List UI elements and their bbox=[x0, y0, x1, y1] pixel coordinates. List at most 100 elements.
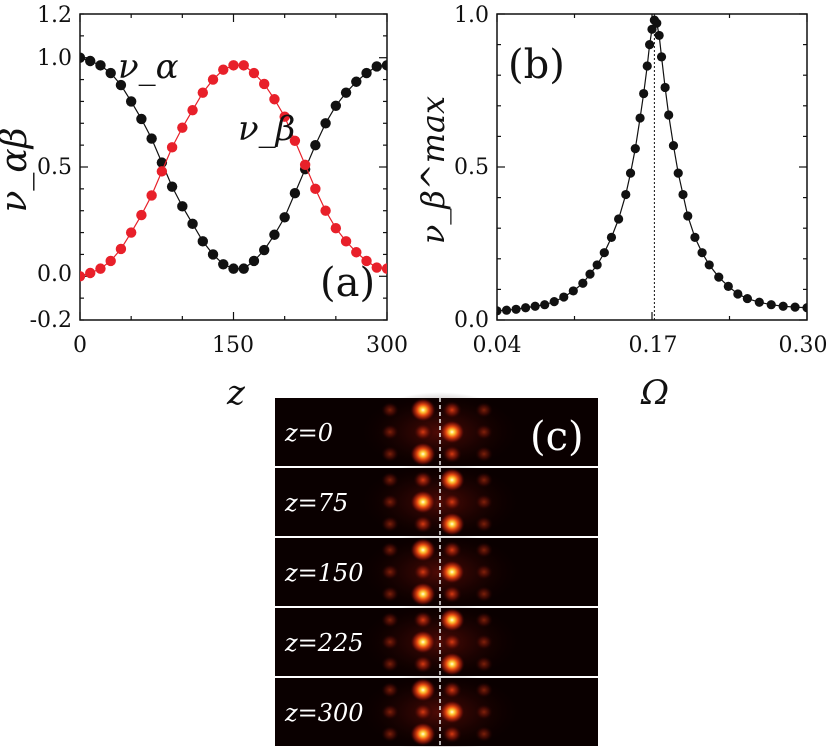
b-xtick-0: 0.04 bbox=[473, 333, 522, 358]
c-side-spot bbox=[381, 586, 399, 602]
a-point-s1-19 bbox=[269, 94, 280, 105]
b-ytick-0: 0.0 bbox=[454, 308, 489, 333]
b-point-44 bbox=[802, 303, 807, 313]
a-point-s0-17 bbox=[248, 255, 260, 267]
a-point-s1-30 bbox=[381, 263, 387, 274]
a-xtick-0: 0 bbox=[73, 333, 87, 358]
c-spot bbox=[410, 538, 436, 562]
c-side-spot bbox=[381, 656, 399, 672]
c-spot bbox=[413, 515, 433, 533]
a-point-s0-6 bbox=[136, 113, 147, 125]
b-point-26 bbox=[656, 52, 667, 62]
b-point-25 bbox=[654, 30, 664, 41]
c-spot bbox=[439, 512, 465, 536]
b-point-4 bbox=[530, 301, 540, 311]
c-spot bbox=[413, 423, 433, 441]
a-ytick-1: 0.0 bbox=[37, 262, 72, 287]
a-point-s0-20 bbox=[279, 212, 290, 223]
c-spot bbox=[442, 585, 462, 603]
b-point-6 bbox=[549, 297, 559, 307]
b-point-1 bbox=[501, 305, 512, 315]
c-spot bbox=[413, 563, 433, 581]
b-point-10 bbox=[585, 269, 595, 279]
b-point-0 bbox=[497, 306, 502, 316]
a-panel-label: (a) bbox=[320, 260, 375, 306]
c-strip-0: z=0 bbox=[275, 392, 598, 472]
b-point-3 bbox=[521, 303, 531, 313]
c-side-spot bbox=[475, 726, 493, 742]
a-series-line-0 bbox=[80, 57, 387, 270]
c-spot bbox=[410, 398, 436, 422]
b-xlabel: Ω bbox=[640, 373, 669, 413]
a-point-s0-12 bbox=[197, 236, 208, 247]
b-point-14 bbox=[614, 214, 624, 224]
a-point-s1-23 bbox=[310, 183, 321, 195]
a-ylabel: ν_αβ bbox=[0, 127, 35, 212]
b-point-18 bbox=[635, 113, 645, 123]
a-point-s0-13 bbox=[207, 249, 219, 260]
a-point-s0-18 bbox=[259, 244, 270, 256]
b-point-27 bbox=[660, 82, 670, 93]
a-point-s0-4 bbox=[115, 79, 127, 91]
b-point-11 bbox=[592, 260, 602, 270]
c-side-spot bbox=[475, 542, 493, 558]
a-point-s1-17 bbox=[248, 67, 260, 79]
c-spot bbox=[410, 678, 436, 702]
c-side-spot bbox=[381, 446, 399, 462]
b-point-31 bbox=[678, 189, 688, 200]
a-point-s1-25 bbox=[330, 223, 342, 234]
c-strip-label-4: z=300 bbox=[284, 699, 364, 727]
a-point-s1-2 bbox=[95, 263, 106, 274]
c-side-spot bbox=[475, 612, 493, 628]
b-point-32 bbox=[683, 211, 693, 221]
a-point-s1-5 bbox=[125, 227, 137, 238]
c-side-spot bbox=[381, 634, 399, 650]
b-point-24 bbox=[652, 18, 662, 28]
a-point-s0-11 bbox=[187, 218, 198, 230]
a-point-s0-1 bbox=[85, 55, 96, 67]
a-ytick-2: 0.5 bbox=[37, 155, 72, 180]
c-side-spot bbox=[475, 516, 493, 532]
c-side-spot bbox=[381, 704, 399, 720]
a-point-s1-24 bbox=[320, 205, 331, 216]
b-xtick-1: 0.17 bbox=[629, 333, 678, 358]
a-point-s1-14 bbox=[218, 64, 229, 75]
a-point-s0-23 bbox=[310, 139, 321, 151]
a-point-s1-29 bbox=[371, 262, 382, 273]
c-spot bbox=[442, 493, 462, 511]
c-spot bbox=[413, 655, 433, 673]
c-side-spot bbox=[475, 402, 493, 418]
a-point-s1-9 bbox=[166, 142, 178, 153]
c-strip-label-0: z=0 bbox=[284, 419, 333, 447]
a-point-s1-18 bbox=[259, 78, 270, 90]
c-spot bbox=[439, 608, 465, 632]
a-point-s0-14 bbox=[218, 259, 229, 270]
a-point-s0-3 bbox=[105, 67, 116, 79]
c-strip-4: z=300 bbox=[275, 672, 598, 747]
c-strip-2: z=150 bbox=[275, 532, 598, 612]
a-annot-alpha: ν_α bbox=[118, 47, 179, 87]
a-point-s0-30 bbox=[381, 60, 387, 71]
c-spot bbox=[439, 420, 465, 444]
b-point-39 bbox=[742, 293, 752, 304]
c-side-spot bbox=[381, 402, 399, 418]
b-point-43 bbox=[790, 302, 800, 312]
c-side-spot bbox=[381, 726, 399, 742]
c-spot bbox=[442, 633, 462, 651]
c-spot bbox=[410, 442, 436, 466]
c-spot bbox=[413, 611, 433, 629]
c-spot bbox=[439, 700, 465, 724]
a-point-s1-7 bbox=[146, 190, 157, 201]
a-point-s0-2 bbox=[95, 60, 106, 71]
c-side-spot bbox=[381, 682, 399, 698]
a-xlabel: z bbox=[226, 373, 246, 413]
c-spot bbox=[410, 582, 436, 606]
c-spot bbox=[442, 725, 462, 743]
a-annot-beta: ν_β bbox=[238, 109, 295, 149]
b-point-20 bbox=[642, 61, 652, 71]
a-point-s0-16 bbox=[238, 263, 249, 274]
c-spot bbox=[442, 541, 462, 559]
panel-b: 0.04 0.17 0.30 0.0 0.5 1.0 Ω ν_β^max (b) bbox=[414, 3, 827, 413]
b-point-12 bbox=[599, 248, 609, 258]
c-side-spot bbox=[475, 704, 493, 720]
